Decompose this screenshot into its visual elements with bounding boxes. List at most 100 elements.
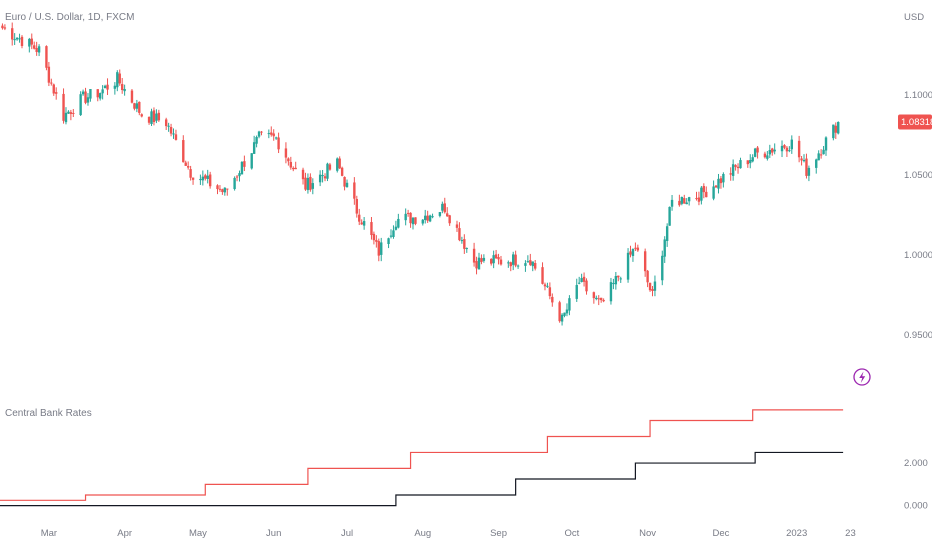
candle (494, 249, 498, 260)
candle-body (355, 199, 358, 214)
candle-body (663, 239, 666, 257)
time-axis[interactable]: Mar Apr May Jun Jul Aug Sep Oct Nov Dec 2023 23 (41, 528, 856, 539)
candle-body (455, 224, 459, 228)
candle (592, 291, 596, 304)
candle (631, 248, 635, 262)
candle (477, 252, 481, 270)
candle-body (152, 110, 156, 123)
candle-body (482, 257, 486, 261)
candle-body (824, 137, 828, 151)
candle (531, 261, 534, 272)
candle-body (130, 90, 134, 103)
candle-body (499, 259, 503, 265)
candle-body (292, 167, 295, 170)
candle (267, 129, 271, 139)
candle (837, 121, 840, 135)
candle (323, 173, 327, 182)
candle (458, 222, 461, 242)
candle (18, 33, 21, 43)
candle-body (28, 38, 31, 47)
candle (512, 251, 515, 271)
candle (150, 108, 153, 127)
candle-body (580, 278, 583, 283)
candle-body (208, 174, 212, 187)
candle-body (431, 216, 434, 218)
candle-body (240, 161, 244, 175)
candle (355, 195, 358, 218)
candle-body (619, 278, 622, 280)
candle (717, 173, 720, 194)
candle (96, 89, 99, 102)
candle-body (702, 186, 706, 193)
candle-body (541, 267, 544, 284)
candle (700, 185, 703, 205)
candle (292, 166, 295, 172)
candle (311, 178, 315, 195)
candle (380, 237, 383, 262)
candle-body (697, 197, 701, 202)
candle-body (629, 251, 632, 255)
candle (653, 275, 657, 297)
candle-body (52, 84, 55, 94)
candle-body (380, 242, 383, 255)
candle-body (260, 131, 263, 133)
candle-body (86, 97, 90, 103)
candle (375, 235, 378, 248)
indicator-y-axis[interactable]: 2.000 0.000 (904, 458, 928, 512)
candle-body (311, 183, 315, 189)
candle (443, 197, 446, 214)
candle (47, 61, 51, 87)
candle-body (739, 160, 742, 169)
candle (284, 142, 288, 164)
candle (235, 174, 239, 182)
candle-body (790, 139, 793, 150)
candle (460, 236, 464, 244)
candle-body (96, 89, 99, 98)
price-tick-label: 1.05000 (904, 170, 932, 181)
candle (670, 194, 674, 211)
candle-body (683, 198, 686, 204)
candle-body (11, 28, 14, 40)
candle (167, 122, 170, 132)
candle (822, 146, 825, 155)
candle-body (392, 230, 395, 237)
candle (780, 140, 784, 158)
candle (597, 295, 600, 306)
candle (67, 110, 70, 114)
candle-body (438, 212, 442, 216)
candle-body (665, 226, 669, 241)
time-tick-label: 2023 (786, 528, 807, 539)
candle (243, 155, 246, 172)
indicator-title: Central Bank Rates (5, 408, 92, 419)
candle (783, 144, 786, 150)
candle (182, 135, 185, 163)
candle (274, 136, 278, 140)
candle-body (277, 137, 280, 150)
candle (663, 236, 666, 263)
candle-body (318, 174, 322, 183)
candle (79, 91, 82, 117)
rate-series-line-2 (0, 451, 844, 507)
candle (558, 300, 561, 323)
candle (13, 33, 16, 45)
candle-body (189, 169, 192, 178)
candle-body (492, 255, 495, 264)
candle (226, 188, 229, 196)
candle (116, 70, 119, 92)
candle-body (800, 158, 803, 161)
candle-body (773, 149, 776, 152)
candle-body (448, 215, 451, 224)
lightning-icon[interactable] (853, 368, 871, 386)
candle-body (617, 275, 620, 278)
candle (526, 255, 530, 263)
candle-body (832, 124, 835, 139)
candle (729, 167, 732, 181)
candle-body (507, 262, 510, 264)
candle (186, 161, 190, 170)
candle-body (626, 252, 630, 280)
candle (734, 164, 737, 171)
candle-body (585, 280, 588, 292)
candle (72, 109, 75, 118)
